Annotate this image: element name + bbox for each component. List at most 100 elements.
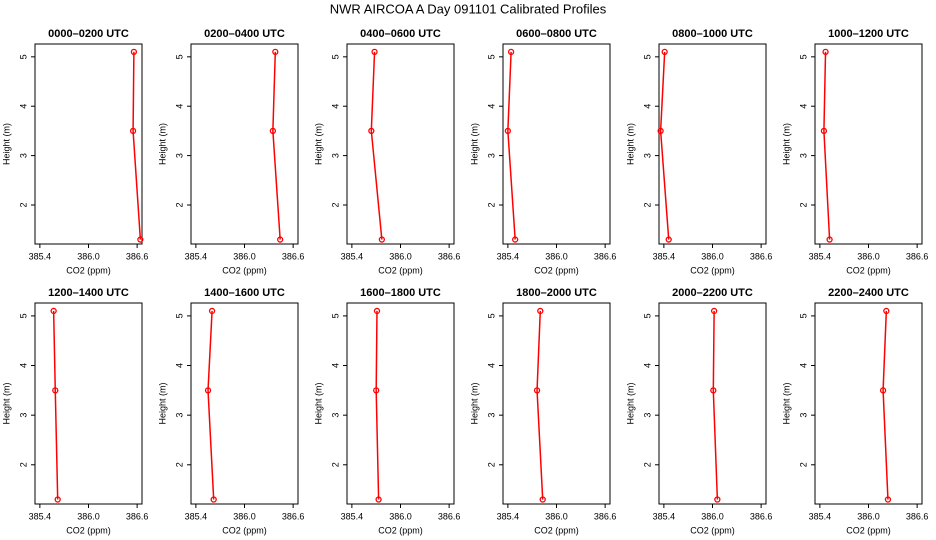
x-axis-label: CO2 (ppm): [66, 265, 111, 275]
profile-line: [272, 51, 281, 240]
y-axis-label: Height (m): [1, 123, 11, 165]
panel-title: 0200–0400 UTC: [204, 28, 285, 40]
data-point: [665, 236, 672, 243]
x-tick-label: 385.4: [497, 251, 520, 261]
y-axis-label: Height (m): [1, 382, 11, 424]
data-point: [52, 387, 59, 394]
x-axis-label: CO2 (ppm): [66, 525, 111, 535]
data-point: [820, 127, 828, 135]
x-tick-label: 386.6: [282, 251, 305, 261]
y-tick-label: 5: [18, 54, 28, 59]
data-point: [710, 387, 717, 394]
x-axis-label: CO2 (ppm): [846, 265, 891, 275]
chart-title: NWR AIRCOA A Day 091101 Calibrated Profi…: [330, 1, 607, 16]
data-point: [129, 127, 137, 135]
x-tick-label: 386.6: [594, 511, 617, 521]
y-axis-label: Height (m): [469, 123, 479, 165]
data-point: [879, 387, 887, 394]
y-axis-label: Height (m): [625, 382, 635, 424]
data-point: [272, 48, 279, 56]
x-tick-label: 386.0: [389, 251, 412, 261]
y-tick-label: 2: [798, 462, 808, 467]
profile-line: [207, 310, 215, 500]
y-tick-label: 5: [174, 54, 184, 59]
x-tick-label: 386.0: [233, 251, 256, 261]
data-point: [373, 387, 380, 394]
profile-line: [370, 51, 383, 240]
data-point: [883, 307, 890, 315]
y-tick-label: 2: [18, 462, 28, 467]
y-tick-label: 5: [174, 313, 184, 318]
panel-title: 1800–2000 UTC: [516, 287, 597, 299]
y-tick-label: 5: [486, 313, 496, 318]
y-axis-label: Height (m): [157, 123, 167, 165]
panel-title: 1400–1600 UTC: [204, 287, 285, 299]
y-tick-label: 2: [798, 202, 808, 207]
y-tick-label: 2: [642, 462, 652, 467]
y-tick-label: 5: [330, 313, 340, 318]
y-tick-label: 3: [486, 153, 496, 158]
x-axis-label: CO2 (ppm): [534, 265, 579, 275]
x-axis-label: CO2 (ppm): [222, 525, 267, 535]
y-tick-label: 2: [174, 462, 184, 467]
x-tick-label: 386.0: [857, 511, 880, 521]
profile-line: [52, 310, 59, 500]
data-point: [507, 48, 515, 56]
y-tick-label: 4: [642, 363, 652, 368]
data-point: [378, 236, 386, 243]
x-tick-label: 385.4: [653, 511, 676, 521]
x-tick-label: 386.6: [282, 511, 305, 521]
profile-line: [507, 51, 516, 240]
x-tick-label: 386.0: [389, 511, 412, 521]
data-point: [210, 496, 217, 503]
y-axis-label: Height (m): [469, 382, 479, 424]
x-tick-label: 386.6: [126, 251, 149, 261]
x-tick-label: 386.0: [857, 251, 880, 261]
y-tick-label: 3: [174, 413, 184, 418]
x-tick-label: 386.0: [545, 511, 568, 521]
data-point: [54, 496, 61, 503]
y-tick-label: 4: [18, 363, 28, 368]
data-point: [533, 387, 541, 394]
data-point: [277, 236, 284, 243]
x-axis-label: CO2 (ppm): [846, 525, 891, 535]
y-tick-label: 3: [174, 153, 184, 158]
y-tick-label: 3: [18, 153, 28, 158]
y-tick-label: 4: [330, 363, 340, 368]
x-tick-label: 386.0: [77, 511, 100, 521]
y-tick-label: 3: [798, 153, 808, 158]
x-tick-label: 385.4: [29, 511, 52, 521]
y-tick-label: 2: [330, 202, 340, 207]
y-tick-label: 3: [330, 153, 340, 158]
data-point: [137, 236, 144, 243]
data-point: [661, 48, 668, 56]
profile-line: [823, 51, 831, 240]
y-tick-label: 4: [18, 104, 28, 109]
x-tick-label: 386.0: [233, 511, 256, 521]
x-tick-label: 386.6: [750, 251, 773, 261]
x-axis-label: CO2 (ppm): [378, 525, 423, 535]
y-tick-label: 4: [486, 104, 496, 109]
y-tick-label: 5: [798, 313, 808, 318]
profile-line: [712, 310, 719, 500]
y-tick-label: 3: [642, 153, 652, 158]
y-tick-label: 2: [330, 462, 340, 467]
y-tick-label: 2: [18, 202, 28, 207]
x-tick-label: 386.6: [438, 511, 461, 521]
y-tick-label: 4: [174, 363, 184, 368]
x-tick-label: 385.4: [185, 251, 208, 261]
y-tick-label: 2: [642, 202, 652, 207]
panel-title: 0800–1000 UTC: [672, 28, 753, 40]
x-tick-label: 386.6: [906, 251, 929, 261]
x-tick-label: 385.4: [185, 511, 208, 521]
x-tick-label: 386.6: [438, 251, 461, 261]
x-axis-label: CO2 (ppm): [690, 265, 735, 275]
y-tick-label: 5: [330, 54, 340, 59]
data-point: [822, 48, 829, 56]
data-point: [884, 496, 892, 503]
y-tick-label: 3: [330, 413, 340, 418]
data-point: [714, 496, 721, 503]
x-tick-label: 386.6: [126, 511, 149, 521]
